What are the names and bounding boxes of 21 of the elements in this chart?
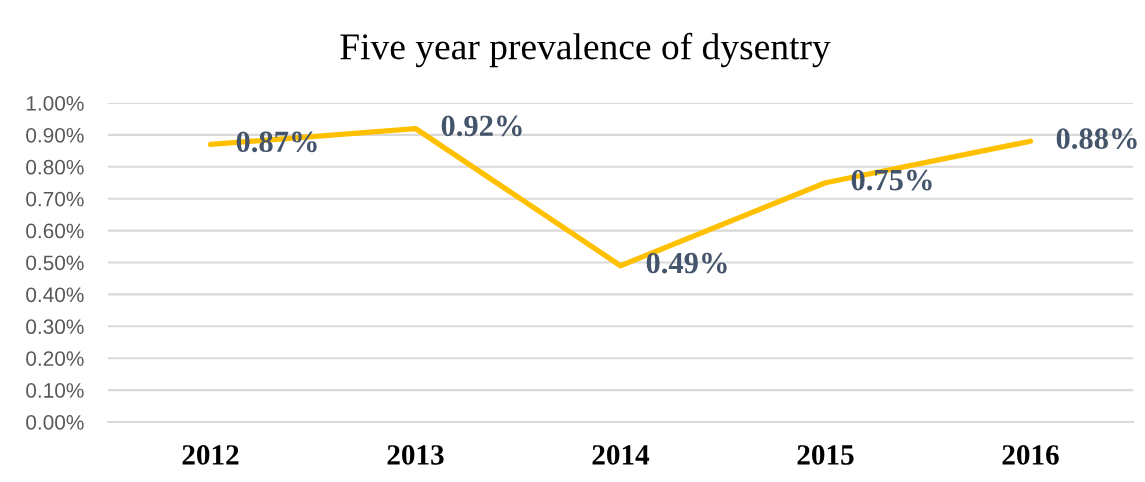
x-tick-label: 2012 <box>182 445 239 465</box>
x-tick-label: 2015 <box>797 445 854 465</box>
y-tick-label: 0.90% <box>26 127 84 143</box>
y-tick-label: 0.40% <box>26 287 84 303</box>
data-label: 0.49% <box>646 252 727 274</box>
y-tick-label: 0.70% <box>26 191 84 207</box>
y-tick-label: 0.00% <box>26 415 84 430</box>
x-tick-label: 2013 <box>387 445 444 465</box>
data-label: 0.92% <box>441 115 522 137</box>
y-tick-label: 0.50% <box>26 255 84 271</box>
x-tick-label: 2016 <box>1002 445 1059 465</box>
chart-title: Five year prevalence of dysentry <box>340 32 831 68</box>
y-tick-label: 0.20% <box>26 351 84 366</box>
x-tick-label: 2014 <box>592 445 650 465</box>
data-label: 0.88% <box>1056 128 1137 150</box>
y-tick-label: 0.80% <box>26 159 84 175</box>
y-tick-label: 0.10% <box>26 383 84 398</box>
y-tick-label: 0.30% <box>26 319 84 335</box>
data-label: 0.75% <box>851 169 932 191</box>
y-tick-label: 0.60% <box>26 223 84 239</box>
y-tick-label: 1.00% <box>26 96 84 111</box>
